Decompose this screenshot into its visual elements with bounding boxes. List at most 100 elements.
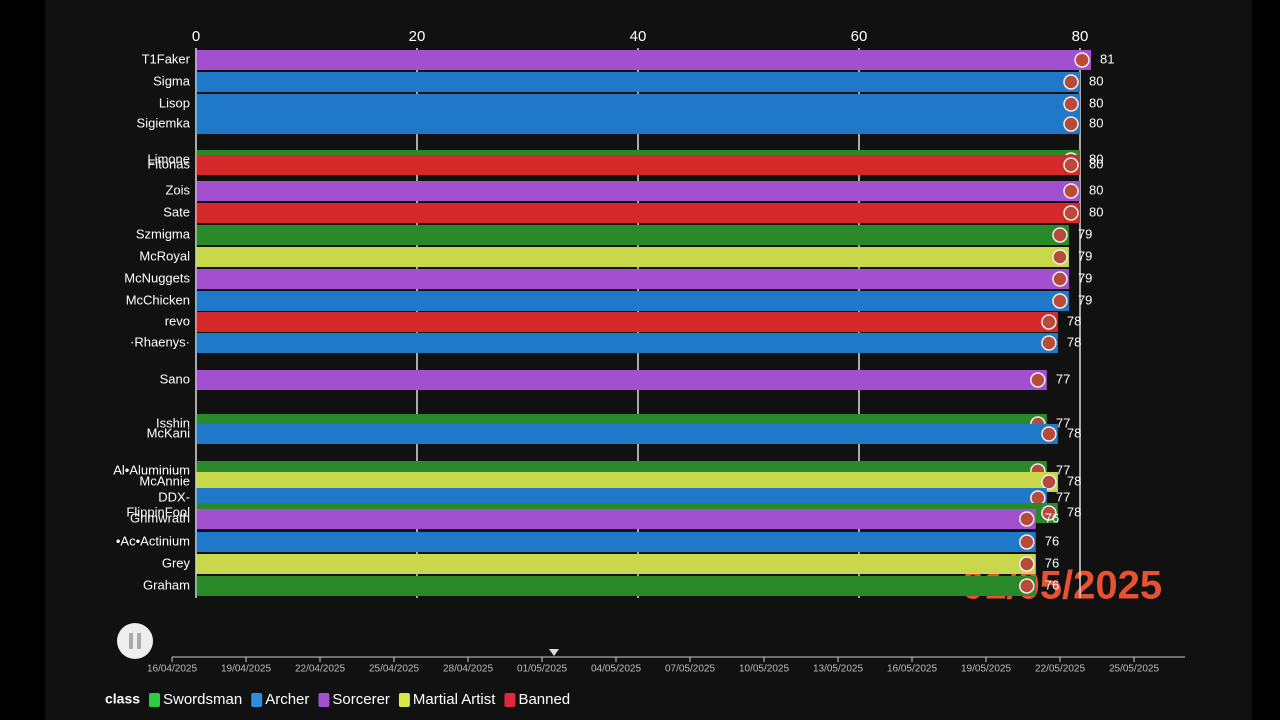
timeline-marker[interactable] (549, 649, 559, 656)
bar-label: McChicken (126, 292, 190, 307)
value-label: 76 (1045, 555, 1059, 570)
value-label: 77 (1056, 462, 1070, 477)
value-label: 79 (1078, 270, 1092, 285)
bar (196, 532, 1036, 552)
bar-label: Sano (160, 371, 190, 386)
bar-label: Limone (147, 151, 190, 166)
x-tick-label: 60 (851, 28, 868, 45)
bar (196, 50, 1092, 70)
avatar (1019, 534, 1035, 550)
bar (196, 225, 1069, 245)
timeline-label[interactable]: 19/04/2025 (221, 664, 271, 675)
value-label: 79 (1078, 292, 1092, 307)
avatar (1063, 116, 1079, 132)
legend-label[interactable]: Sorcerer (332, 691, 390, 708)
value-label: 78 (1067, 473, 1081, 488)
value-label: 80 (1089, 73, 1103, 88)
bar-label: McRoyal (139, 248, 190, 263)
avatar (1063, 157, 1079, 173)
x-tick-label: 80 (1072, 28, 1089, 45)
bar-label: •Ac•Actinium (116, 533, 190, 548)
bar (196, 312, 1058, 332)
avatar (1052, 271, 1068, 287)
bar-label: Al•Aluminium (113, 462, 190, 477)
bar-label: Lisop (159, 95, 190, 110)
bar-label: McAnnie (139, 473, 190, 488)
value-label: 80 (1089, 95, 1103, 110)
x-tick-label: 40 (630, 28, 647, 45)
value-label: 78 (1067, 425, 1081, 440)
value-label: 76 (1045, 533, 1059, 548)
avatar (1041, 505, 1057, 521)
bar (196, 472, 1058, 492)
bar (196, 155, 1080, 175)
timeline-label[interactable]: 28/04/2025 (443, 664, 493, 675)
avatar (1063, 183, 1079, 199)
bar-label: Szmigma (136, 226, 191, 241)
bar-label: Isshin (156, 415, 190, 430)
value-label: 78 (1067, 313, 1081, 328)
legend-label[interactable]: Martial Artist (413, 691, 496, 708)
timeline-label[interactable]: 19/05/2025 (961, 664, 1011, 675)
legend-swatch[interactable] (251, 693, 263, 707)
value-label: 80 (1089, 151, 1103, 166)
avatar (1030, 490, 1046, 506)
avatar (1052, 249, 1068, 265)
timeline-label[interactable]: 04/05/2025 (591, 664, 641, 675)
timeline-label[interactable]: 25/04/2025 (369, 664, 419, 675)
value-label: 78 (1067, 504, 1081, 519)
bar (196, 333, 1058, 353)
timeline-label[interactable]: 25/05/2025 (1109, 664, 1159, 675)
avatar (1041, 426, 1057, 442)
avatar (1063, 74, 1079, 90)
play-button[interactable] (117, 623, 153, 659)
bar-label: Grey (162, 555, 191, 570)
legend-title: class (105, 691, 140, 707)
bar-label: DDX- (158, 489, 190, 504)
bar-label: Sigma (153, 73, 191, 88)
value-label: 80 (1089, 115, 1103, 130)
bar (196, 554, 1036, 574)
timeline-label[interactable]: 07/05/2025 (665, 664, 715, 675)
timeline-label[interactable]: 16/05/2025 (887, 664, 937, 675)
bar (196, 576, 1036, 596)
legend-label[interactable]: Swordsman (163, 691, 242, 708)
timeline-label[interactable]: 13/05/2025 (813, 664, 863, 675)
legend-swatch[interactable] (149, 693, 160, 707)
avatar (1074, 52, 1090, 68)
avatar (1041, 314, 1057, 330)
timeline-label[interactable]: 22/04/2025 (295, 664, 345, 675)
timeline-label[interactable]: 01/05/2025 (517, 664, 567, 675)
value-label: 79 (1078, 226, 1092, 241)
bar-label: Grimwrath (130, 510, 190, 525)
value-label: 76 (1045, 577, 1059, 592)
bar (196, 424, 1058, 444)
legend-swatch[interactable] (398, 693, 410, 707)
bar-label: Zois (165, 182, 190, 197)
avatar (1030, 372, 1046, 388)
value-label: 80 (1089, 156, 1103, 171)
bar-label: Graham (143, 577, 190, 592)
legend-swatch[interactable] (504, 693, 516, 707)
x-tick-label: 20 (409, 28, 426, 45)
avatar (1052, 227, 1068, 243)
value-label: 78 (1067, 334, 1081, 349)
avatar (1041, 474, 1057, 490)
bar-label: McKani (147, 425, 190, 440)
bar-label: revo (165, 313, 190, 328)
timeline-label[interactable]: 10/05/2025 (739, 664, 789, 675)
timeline-label[interactable]: 16/04/2025 (147, 664, 197, 675)
avatar (1041, 335, 1057, 351)
bar (196, 509, 1036, 529)
avatar (1019, 578, 1035, 594)
value-label: 77 (1056, 489, 1070, 504)
legend-swatch[interactable] (318, 693, 330, 707)
value-label: 79 (1078, 248, 1092, 263)
legend-label[interactable]: Banned (518, 691, 570, 708)
bar-label: Sigiemka (137, 115, 191, 130)
legend-label[interactable]: Archer (265, 691, 309, 708)
timeline-label[interactable]: 22/05/2025 (1035, 664, 1085, 675)
bar-label: FlippinFool (126, 504, 190, 519)
avatar (1052, 293, 1068, 309)
